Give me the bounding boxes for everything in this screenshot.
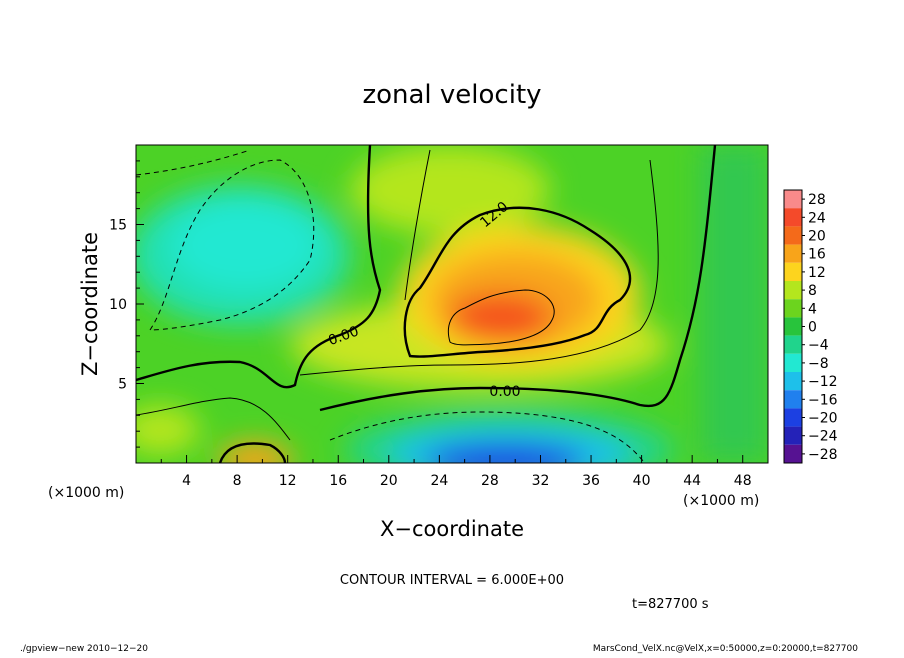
x-tick-label: 8 <box>233 473 242 489</box>
colorbar-label: 28 <box>808 192 826 208</box>
footer-right: MarsCond_VelX.nc@VelX,x=0:50000,z=0:2000… <box>593 644 858 654</box>
x-tick-label: 24 <box>430 473 448 489</box>
x-tick-label: 40 <box>633 473 651 489</box>
contour-label: 0.00 <box>489 384 520 400</box>
y-tick-label: 10 <box>109 297 127 313</box>
x-tick-label: 16 <box>329 473 347 489</box>
x-unit-left: (×1000 m) <box>48 485 124 501</box>
field-color-blobs <box>136 145 768 463</box>
y-axis: 5 10 15 <box>109 160 144 448</box>
colorbar-swatch <box>784 426 802 445</box>
x-unit-right: (×1000 m) <box>683 493 759 509</box>
colorbar-swatch <box>784 335 802 354</box>
colorbar-swatch <box>784 208 802 227</box>
colorbar-label: 20 <box>808 229 826 245</box>
colorbar-label: −24 <box>808 429 838 445</box>
colorbar-swatch <box>784 444 802 463</box>
colorbar-swatch <box>784 244 802 263</box>
colorbar-label: −8 <box>808 356 829 372</box>
colorbar-label: −12 <box>808 374 838 390</box>
colorbar-swatch <box>784 408 802 427</box>
y-tick-label: 5 <box>118 377 127 393</box>
colorbar-swatch <box>784 281 802 300</box>
colorbar-swatch <box>784 372 802 391</box>
colorbar-label: 16 <box>808 247 826 263</box>
x-tick-label: 48 <box>734 473 752 489</box>
colorbar-swatch <box>784 299 802 318</box>
colorbar-label: 12 <box>808 265 826 281</box>
colorbar-label: −28 <box>808 447 838 463</box>
x-tick-label: 28 <box>481 473 499 489</box>
colorbar-swatch <box>784 190 802 209</box>
colorbar-label: −16 <box>808 392 838 408</box>
contour-interval-text: CONTOUR INTERVAL = 6.000E+00 <box>340 573 564 588</box>
colorbar-label: −4 <box>808 338 829 354</box>
colorbar: 28 24 20 16 12 8 4 0 −4 −8 −12 −16 −20 −24 −28 <box>783 189 838 464</box>
colorbar-label: 24 <box>808 210 826 226</box>
colorbar-swatch <box>784 317 802 336</box>
plot-field: 12.0 0.00 0.00 <box>136 145 768 463</box>
x-tick-label: 32 <box>532 473 550 489</box>
x-axis: 4 8 12 16 20 24 28 32 36 40 44 48 <box>160 455 769 489</box>
x-tick-label: 36 <box>582 473 600 489</box>
colorbar-swatch <box>784 262 802 281</box>
colorbar-swatch <box>784 390 802 409</box>
x-tick-label: 20 <box>380 473 398 489</box>
x-tick-label: 12 <box>279 473 297 489</box>
colorbar-label: 8 <box>808 283 817 299</box>
colorbar-label: 0 <box>808 320 817 336</box>
colorbar-label: 4 <box>808 301 817 317</box>
colorbar-swatch <box>784 226 802 245</box>
x-tick-label: 44 <box>683 473 701 489</box>
time-text: t=827700 s <box>632 597 709 612</box>
x-axis-title: X−coordinate <box>380 517 524 541</box>
y-tick-label: 15 <box>109 218 127 234</box>
y-axis-title: Z−coordinate <box>78 232 102 376</box>
footer-left: ./gpview−new 2010−12−20 <box>20 644 148 654</box>
contour-lines <box>136 145 717 463</box>
colorbar-swatch <box>784 353 802 372</box>
chart-title: zonal velocity <box>362 80 541 110</box>
colorbar-label: −20 <box>808 411 838 427</box>
x-tick-label: 4 <box>182 473 191 489</box>
